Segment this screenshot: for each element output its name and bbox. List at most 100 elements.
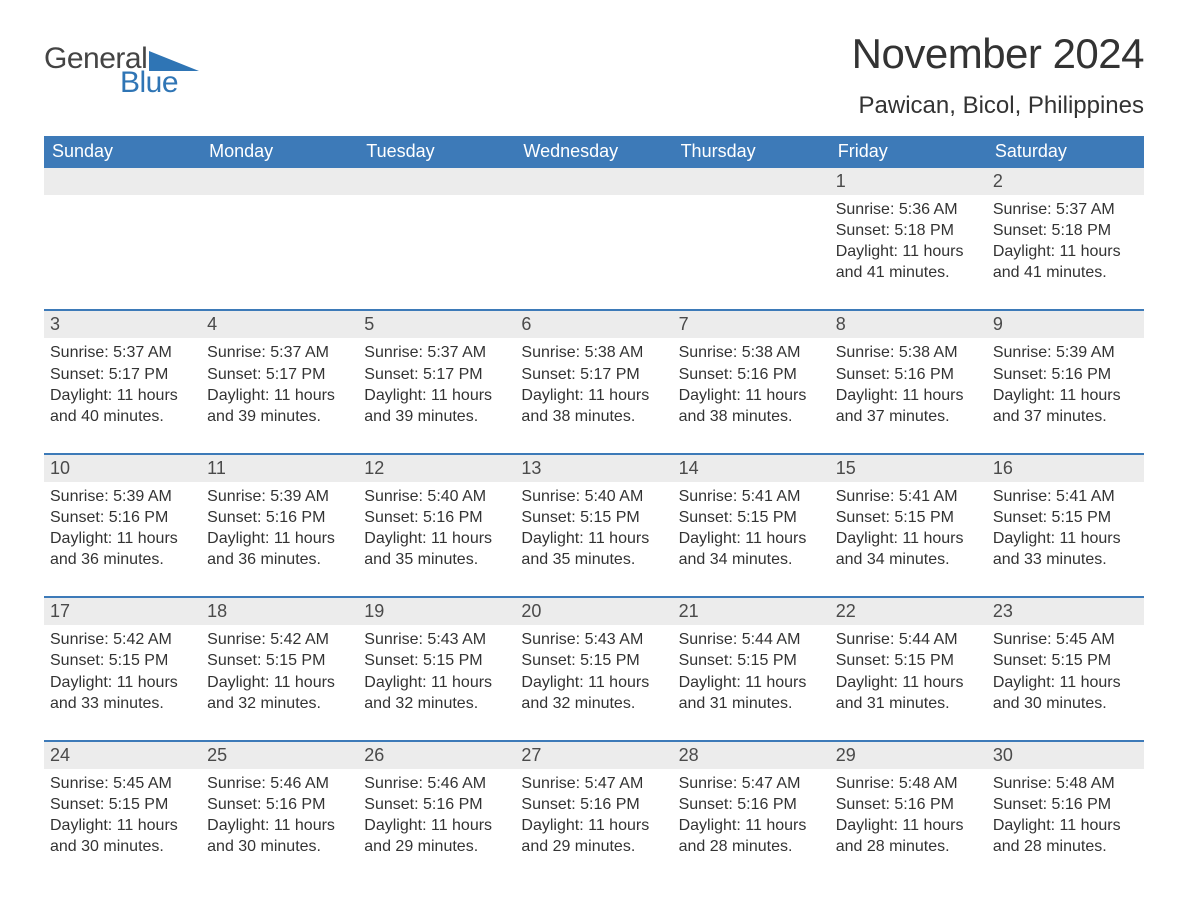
daylight-text: and 34 minutes. bbox=[679, 549, 824, 570]
sunset-text: Sunset: 5:16 PM bbox=[993, 364, 1138, 385]
day-number bbox=[201, 168, 358, 195]
day-number: 20 bbox=[515, 598, 672, 625]
day-number: 11 bbox=[201, 455, 358, 482]
calendar: Sunday Monday Tuesday Wednesday Thursday… bbox=[44, 136, 1144, 861]
sunset-text: Sunset: 5:17 PM bbox=[207, 364, 352, 385]
sunrise-text: Sunrise: 5:45 AM bbox=[50, 773, 195, 794]
day-number: 24 bbox=[44, 742, 201, 769]
sunrise-text: Sunrise: 5:46 AM bbox=[364, 773, 509, 794]
daylight-text: Daylight: 11 hours bbox=[521, 815, 666, 836]
day-number: 9 bbox=[987, 311, 1144, 338]
day-number bbox=[44, 168, 201, 195]
day-cell: Sunrise: 5:43 AMSunset: 5:15 PMDaylight:… bbox=[358, 625, 515, 717]
daylight-text: and 36 minutes. bbox=[207, 549, 352, 570]
daynum-row: 12 bbox=[44, 168, 1144, 195]
daylight-text: Daylight: 11 hours bbox=[207, 672, 352, 693]
day-cell: Sunrise: 5:47 AMSunset: 5:16 PMDaylight:… bbox=[673, 769, 830, 861]
page-title: November 2024 bbox=[852, 30, 1144, 78]
day-cell: Sunrise: 5:45 AMSunset: 5:15 PMDaylight:… bbox=[44, 769, 201, 861]
day-number: 10 bbox=[44, 455, 201, 482]
sunset-text: Sunset: 5:16 PM bbox=[521, 794, 666, 815]
sunset-text: Sunset: 5:15 PM bbox=[993, 650, 1138, 671]
daylight-text: Daylight: 11 hours bbox=[836, 241, 981, 262]
day-cell: Sunrise: 5:37 AMSunset: 5:17 PMDaylight:… bbox=[358, 338, 515, 430]
daylight-text: Daylight: 11 hours bbox=[836, 385, 981, 406]
day-cell bbox=[358, 195, 515, 287]
sunset-text: Sunset: 5:15 PM bbox=[50, 794, 195, 815]
sunset-text: Sunset: 5:15 PM bbox=[836, 650, 981, 671]
sunset-text: Sunset: 5:15 PM bbox=[836, 507, 981, 528]
day-cell: Sunrise: 5:38 AMSunset: 5:17 PMDaylight:… bbox=[515, 338, 672, 430]
sunrise-text: Sunrise: 5:44 AM bbox=[679, 629, 824, 650]
sunrise-text: Sunrise: 5:37 AM bbox=[50, 342, 195, 363]
sunset-text: Sunset: 5:18 PM bbox=[993, 220, 1138, 241]
sunrise-text: Sunrise: 5:40 AM bbox=[521, 486, 666, 507]
sunset-text: Sunset: 5:15 PM bbox=[521, 650, 666, 671]
day-cell: Sunrise: 5:42 AMSunset: 5:15 PMDaylight:… bbox=[201, 625, 358, 717]
day-cell bbox=[515, 195, 672, 287]
day-cell: Sunrise: 5:46 AMSunset: 5:16 PMDaylight:… bbox=[201, 769, 358, 861]
sunrise-text: Sunrise: 5:45 AM bbox=[993, 629, 1138, 650]
daylight-text: Daylight: 11 hours bbox=[364, 815, 509, 836]
title-block: November 2024 Pawican, Bicol, Philippine… bbox=[852, 30, 1144, 120]
sunset-text: Sunset: 5:16 PM bbox=[364, 507, 509, 528]
sunset-text: Sunset: 5:16 PM bbox=[50, 507, 195, 528]
sunrise-text: Sunrise: 5:47 AM bbox=[679, 773, 824, 794]
header-friday: Friday bbox=[830, 136, 987, 168]
sunset-text: Sunset: 5:16 PM bbox=[207, 794, 352, 815]
day-number: 6 bbox=[515, 311, 672, 338]
sunrise-text: Sunrise: 5:38 AM bbox=[836, 342, 981, 363]
day-cell bbox=[201, 195, 358, 287]
sunrise-text: Sunrise: 5:42 AM bbox=[207, 629, 352, 650]
day-number: 30 bbox=[987, 742, 1144, 769]
day-cell: Sunrise: 5:41 AMSunset: 5:15 PMDaylight:… bbox=[987, 482, 1144, 574]
daylight-text: Daylight: 11 hours bbox=[521, 528, 666, 549]
calendar-header-row: Sunday Monday Tuesday Wednesday Thursday… bbox=[44, 136, 1144, 168]
location-subtitle: Pawican, Bicol, Philippines bbox=[852, 92, 1144, 120]
day-number: 5 bbox=[358, 311, 515, 338]
header-monday: Monday bbox=[201, 136, 358, 168]
daylight-text: Daylight: 11 hours bbox=[836, 672, 981, 693]
daylight-text: and 33 minutes. bbox=[50, 693, 195, 714]
calendar-week: 12Sunrise: 5:36 AMSunset: 5:18 PMDayligh… bbox=[44, 168, 1144, 287]
day-number: 29 bbox=[830, 742, 987, 769]
sunrise-text: Sunrise: 5:40 AM bbox=[364, 486, 509, 507]
daylight-text: Daylight: 11 hours bbox=[207, 385, 352, 406]
day-cell bbox=[44, 195, 201, 287]
calendar-week: 3456789Sunrise: 5:37 AMSunset: 5:17 PMDa… bbox=[44, 309, 1144, 430]
sunset-text: Sunset: 5:15 PM bbox=[207, 650, 352, 671]
daylight-text: Daylight: 11 hours bbox=[207, 528, 352, 549]
daylight-text: Daylight: 11 hours bbox=[679, 385, 824, 406]
calendar-week: 24252627282930Sunrise: 5:45 AMSunset: 5:… bbox=[44, 740, 1144, 861]
day-cell: Sunrise: 5:39 AMSunset: 5:16 PMDaylight:… bbox=[44, 482, 201, 574]
daylight-text: and 39 minutes. bbox=[207, 406, 352, 427]
daylight-text: and 29 minutes. bbox=[364, 836, 509, 857]
daylight-text: Daylight: 11 hours bbox=[364, 385, 509, 406]
sunrise-text: Sunrise: 5:37 AM bbox=[207, 342, 352, 363]
day-number: 1 bbox=[830, 168, 987, 195]
day-number: 18 bbox=[201, 598, 358, 625]
day-cell: Sunrise: 5:46 AMSunset: 5:16 PMDaylight:… bbox=[358, 769, 515, 861]
calendar-week: 10111213141516Sunrise: 5:39 AMSunset: 5:… bbox=[44, 453, 1144, 574]
sunset-text: Sunset: 5:16 PM bbox=[679, 364, 824, 385]
daylight-text: and 31 minutes. bbox=[679, 693, 824, 714]
sunrise-text: Sunrise: 5:38 AM bbox=[521, 342, 666, 363]
daylight-text: and 30 minutes. bbox=[50, 836, 195, 857]
daylight-text: and 38 minutes. bbox=[521, 406, 666, 427]
header: General Blue November 2024 Pawican, Bico… bbox=[44, 30, 1144, 120]
daylight-text: Daylight: 11 hours bbox=[993, 528, 1138, 549]
sunset-text: Sunset: 5:17 PM bbox=[50, 364, 195, 385]
day-cell: Sunrise: 5:47 AMSunset: 5:16 PMDaylight:… bbox=[515, 769, 672, 861]
sunrise-text: Sunrise: 5:43 AM bbox=[521, 629, 666, 650]
day-cell: Sunrise: 5:48 AMSunset: 5:16 PMDaylight:… bbox=[987, 769, 1144, 861]
daylight-text: Daylight: 11 hours bbox=[993, 241, 1138, 262]
day-number: 22 bbox=[830, 598, 987, 625]
daylight-text: Daylight: 11 hours bbox=[679, 815, 824, 836]
daynum-row: 17181920212223 bbox=[44, 598, 1144, 625]
daylight-text: and 39 minutes. bbox=[364, 406, 509, 427]
day-cell: Sunrise: 5:36 AMSunset: 5:18 PMDaylight:… bbox=[830, 195, 987, 287]
day-cell: Sunrise: 5:37 AMSunset: 5:17 PMDaylight:… bbox=[44, 338, 201, 430]
daynum-row: 3456789 bbox=[44, 311, 1144, 338]
daylight-text: and 28 minutes. bbox=[993, 836, 1138, 857]
sunset-text: Sunset: 5:16 PM bbox=[364, 794, 509, 815]
